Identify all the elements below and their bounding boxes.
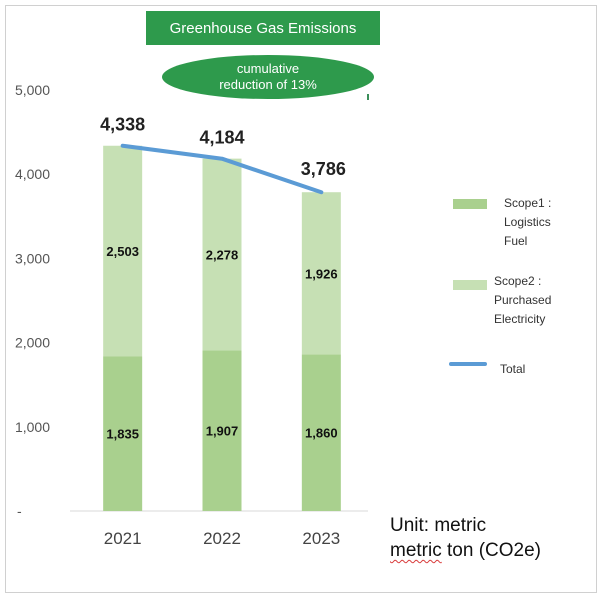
bar-scope1 xyxy=(301,354,341,511)
data-label-scope2: 2,503 xyxy=(106,244,139,259)
data-label-total: 4,184 xyxy=(199,128,244,148)
annotation-line-2: reduction of 13% xyxy=(219,77,317,92)
unit-line-2-spellcheck-word: metric xyxy=(390,540,442,561)
chart-frame xyxy=(5,5,597,593)
legend-label-scope1: Scope1 : Logistics Fuel xyxy=(504,196,552,248)
bar-scope2 xyxy=(202,158,242,351)
chart-title: Greenhouse Gas Emissions xyxy=(146,11,380,45)
reduction-annotation: cumulative reduction of 13% xyxy=(162,55,374,99)
y-tick-label: 1,000 xyxy=(15,419,50,435)
data-label-scope1: 1,835 xyxy=(106,427,139,442)
data-label-total: 4,338 xyxy=(100,115,145,135)
x-tick-label: 2023 xyxy=(302,529,340,548)
data-label-scope1: 1,907 xyxy=(206,424,239,439)
unit-line-2: metric ton (CO2e) xyxy=(390,538,541,563)
bar-scope2 xyxy=(103,145,143,357)
data-label-scope2: 1,926 xyxy=(305,266,338,281)
x-tick-label: 2021 xyxy=(104,529,142,548)
legend-label-scope2: Scope2 : Purchased Electricity xyxy=(494,274,552,326)
total-point xyxy=(319,190,323,194)
data-label-scope2: 2,278 xyxy=(206,248,239,263)
x-tick-label: 2022 xyxy=(203,529,241,548)
legend-swatch-scope2 xyxy=(453,280,487,290)
unit-label: Unit: metric metric ton (CO2e) xyxy=(390,513,541,563)
decorative-mark xyxy=(367,94,369,100)
total-point xyxy=(220,157,224,161)
data-label-scope1: 1,860 xyxy=(305,426,338,441)
unit-line-2-rest: ton (CO2e) xyxy=(441,540,541,561)
legend-swatch-scope1 xyxy=(453,199,487,209)
y-tick-label: - xyxy=(17,503,22,519)
annotation-line-1: cumulative xyxy=(236,61,300,76)
total-point xyxy=(121,144,125,148)
bar-scope1 xyxy=(202,350,242,511)
data-label-total: 3,786 xyxy=(301,159,346,179)
bar-scope1 xyxy=(103,356,143,511)
y-tick-label: 2,000 xyxy=(15,335,50,351)
bar-scope2 xyxy=(301,192,341,355)
y-tick-label: 3,000 xyxy=(15,250,50,266)
unit-line-1: Unit: metric xyxy=(390,515,487,536)
legend-label-total: Total xyxy=(500,362,526,376)
y-tick-label: 4,000 xyxy=(15,166,50,182)
y-tick-label: 5,000 xyxy=(15,82,50,98)
